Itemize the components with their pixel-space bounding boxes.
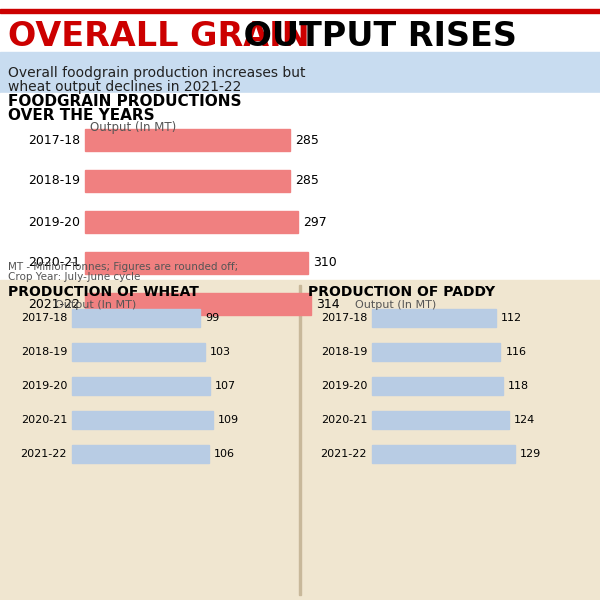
Text: 2018-19: 2018-19 [20,347,67,357]
Text: Crop Year: July-June cycle: Crop Year: July-June cycle [8,272,140,282]
Bar [72,411,213,429]
Bar [299,285,301,595]
Text: 310: 310 [313,257,337,269]
Bar [0,242,600,282]
Text: 107: 107 [215,381,236,391]
Text: 297: 297 [304,215,327,229]
Text: 116: 116 [505,347,526,357]
Text: 118: 118 [508,381,529,391]
Text: 106: 106 [214,449,235,459]
Bar [72,377,210,395]
Bar [0,280,600,600]
Text: 2019-20: 2019-20 [320,381,367,391]
Text: Output (In MT): Output (In MT) [90,121,176,133]
Text: 103: 103 [210,347,231,357]
Text: 2017-18: 2017-18 [28,133,80,146]
Text: Output (In MT): Output (In MT) [355,300,436,310]
Text: PRODUCTION OF WHEAT: PRODUCTION OF WHEAT [8,285,199,299]
Bar [85,211,298,233]
Text: wheat output declines in 2021-22: wheat output declines in 2021-22 [8,80,241,94]
Text: 2017-18: 2017-18 [320,313,367,323]
Text: 2017-18: 2017-18 [20,313,67,323]
Text: 109: 109 [218,415,239,425]
Text: 99: 99 [205,313,219,323]
Bar [372,343,500,361]
Bar [85,170,290,192]
Bar [372,411,509,429]
Bar [0,93,600,245]
Text: OVER THE YEARS: OVER THE YEARS [8,107,155,122]
Text: 2020-21: 2020-21 [320,415,367,425]
Text: OVERALL GRAIN: OVERALL GRAIN [8,20,310,53]
Bar [85,252,308,274]
Text: 285: 285 [295,133,319,146]
Text: FOODGRAIN PRODUCTIONS: FOODGRAIN PRODUCTIONS [8,94,241,109]
Text: 2021-22: 2021-22 [20,449,67,459]
Bar [372,377,503,395]
Text: 314: 314 [316,298,340,311]
Text: Overall foodgrain production increases but: Overall foodgrain production increases b… [8,66,305,80]
Text: 2020-21: 2020-21 [20,415,67,425]
Bar [0,5,600,55]
Text: 2018-19: 2018-19 [320,347,367,357]
Text: 2019-20: 2019-20 [28,215,80,229]
Bar [72,343,205,361]
Text: 2021-22: 2021-22 [28,298,80,311]
Text: 2021-22: 2021-22 [320,449,367,459]
Bar [0,9,600,13]
Text: 285: 285 [295,175,319,187]
Text: 129: 129 [520,449,541,459]
Text: 2019-20: 2019-20 [20,381,67,391]
Bar [85,129,290,151]
Bar [72,445,209,463]
Text: MT - Million Tonnes; Figures are rounded off;: MT - Million Tonnes; Figures are rounded… [8,262,238,272]
Text: 124: 124 [514,415,536,425]
Bar [85,293,311,315]
Text: PRODUCTION OF PADDY: PRODUCTION OF PADDY [308,285,495,299]
Text: OUTPUT RISES: OUTPUT RISES [232,20,517,53]
Text: Output (In MT): Output (In MT) [55,300,136,310]
Bar [372,309,496,327]
Bar [372,445,515,463]
Text: 2018-19: 2018-19 [28,175,80,187]
Text: 112: 112 [501,313,522,323]
Bar [72,309,200,327]
Bar [0,52,600,95]
Text: 2020-21: 2020-21 [28,257,80,269]
